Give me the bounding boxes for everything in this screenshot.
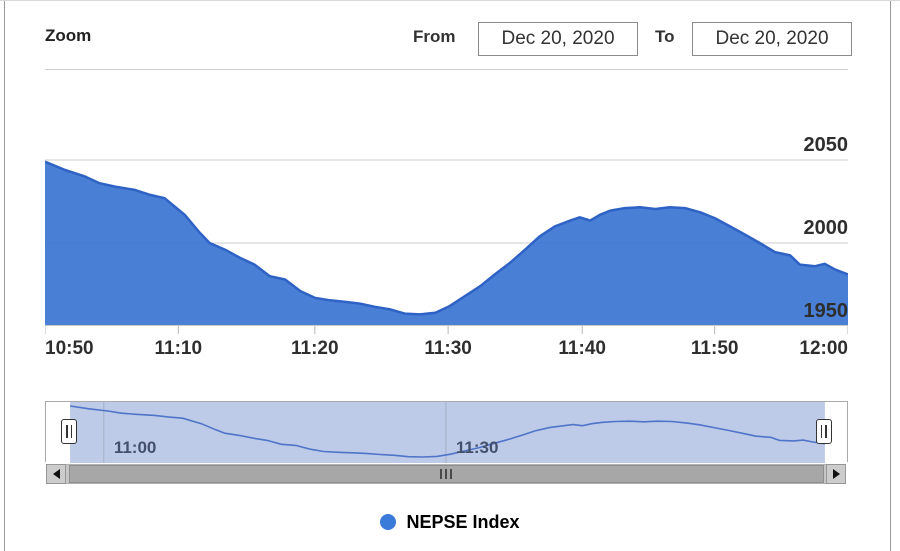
navigator[interactable]: 11:00 11:30 bbox=[45, 401, 848, 463]
thumb-grip-icon bbox=[445, 469, 448, 479]
legend-marker-icon bbox=[380, 514, 397, 530]
scrollbar bbox=[46, 464, 846, 484]
scrollbar-left-button[interactable] bbox=[46, 464, 66, 484]
arrow-left-icon bbox=[52, 469, 60, 479]
navigator-axis-label: 11:00 bbox=[113, 438, 157, 457]
y-axis-label: 2050 bbox=[803, 134, 849, 156]
x-axis-label: 12:00 bbox=[799, 338, 848, 359]
navigator-right-handle[interactable] bbox=[815, 419, 832, 444]
y-axis-label: 2000 bbox=[803, 217, 849, 239]
header-separator bbox=[45, 69, 848, 70]
x-axis-label: 11:10 bbox=[154, 338, 203, 359]
to-label: To bbox=[655, 27, 675, 46]
navigator-selected-mask[interactable] bbox=[70, 402, 825, 463]
navigator-axis-label: 11:30 bbox=[455, 438, 499, 457]
x-axis-label: 10:50 bbox=[45, 338, 94, 359]
thumb-grip-icon bbox=[450, 469, 453, 479]
y-axis-label: 1950 bbox=[803, 300, 849, 322]
zoom-label: Zoom bbox=[45, 26, 92, 45]
scrollbar-right-button[interactable] bbox=[826, 464, 846, 484]
x-axis-label: 11:40 bbox=[558, 338, 606, 359]
legend-item-nepse-index[interactable]: NEPSE Index bbox=[0, 506, 900, 538]
main-chart-plot-area[interactable]: 2050 2000 1950 10:50 11:10 11:20 11:30 11:40 11:… bbox=[45, 96, 849, 359]
from-date-input[interactable] bbox=[478, 22, 638, 56]
scrollbar-thumb[interactable] bbox=[69, 465, 824, 483]
navigator-left-handle[interactable] bbox=[61, 419, 78, 444]
area-series-fill bbox=[45, 161, 848, 326]
x-axis-label: 11:20 bbox=[291, 338, 339, 359]
page-left-border bbox=[4, 1, 5, 551]
arrow-right-icon bbox=[832, 469, 840, 479]
navigator-series-line bbox=[69, 405, 826, 458]
area-series-line bbox=[45, 160, 848, 316]
thumb-grip-icon bbox=[440, 469, 443, 479]
from-label: From bbox=[413, 27, 456, 46]
page-right-border bbox=[890, 1, 891, 551]
to-date-input[interactable] bbox=[692, 22, 852, 56]
scrollbar-track[interactable] bbox=[66, 464, 826, 484]
x-axis-label: 11:30 bbox=[424, 338, 472, 359]
x-axis-label: 11:50 bbox=[690, 338, 739, 359]
legend-label: NEPSE Index bbox=[406, 511, 520, 532]
